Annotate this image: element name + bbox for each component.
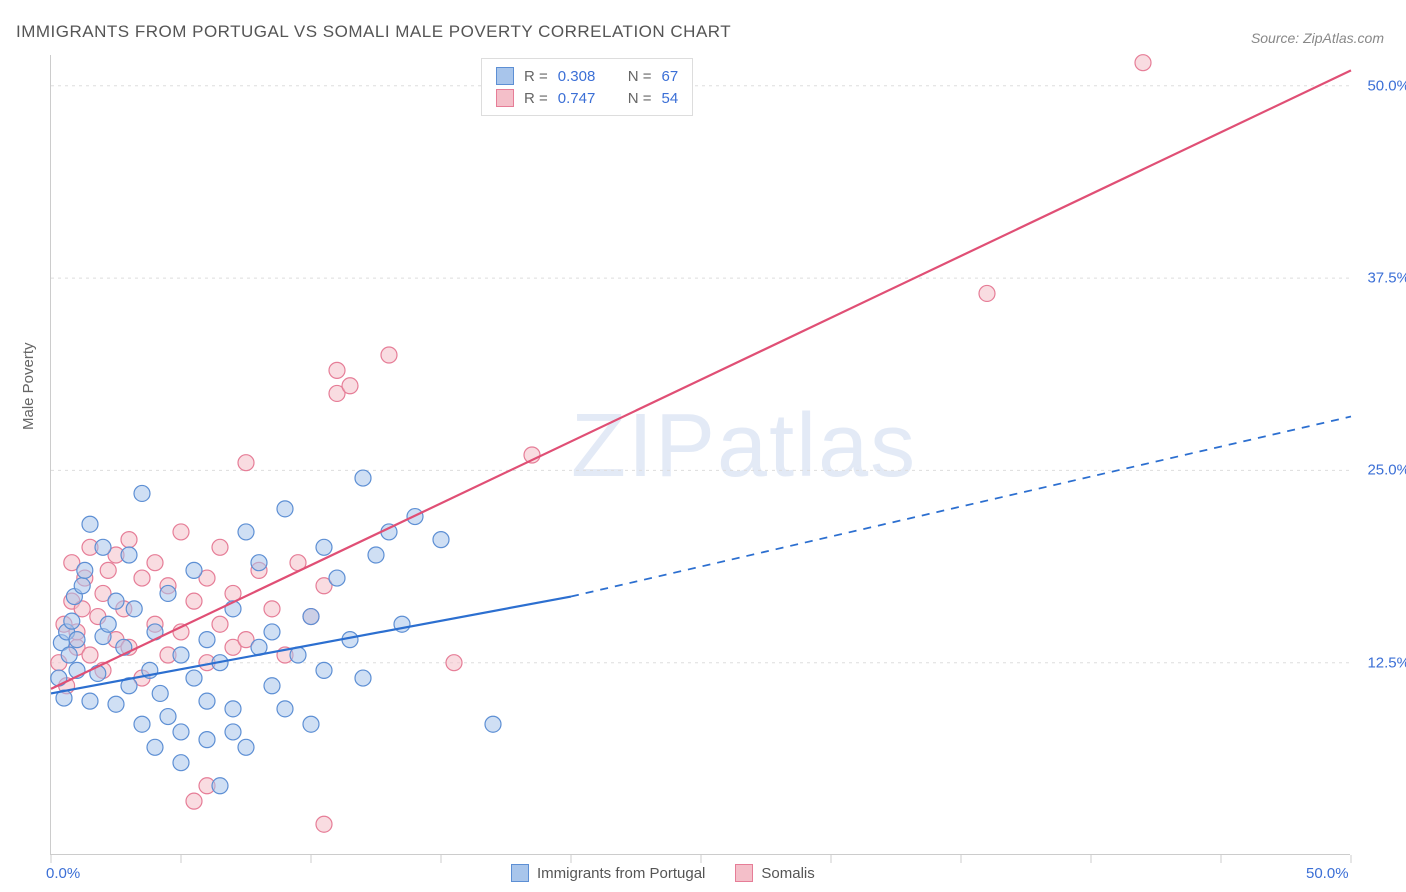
chart-area: ZIPatlas R = 0.308 N = 67 R = 0.747 N = … — [50, 55, 1350, 855]
swatch-series-0 — [496, 67, 514, 85]
legend-stats-row-1: R = 0.747 N = 54 — [496, 87, 678, 109]
r-value-1: 0.747 — [558, 90, 608, 107]
n-label: N = — [628, 68, 652, 85]
legend-item-1: Somalis — [735, 864, 814, 882]
y-tick-label: 25.0% — [1367, 462, 1406, 479]
legend-label-0: Immigrants from Portugal — [537, 865, 705, 882]
n-value-1: 54 — [662, 90, 679, 107]
legend-label-1: Somalis — [761, 865, 814, 882]
n-label: N = — [628, 90, 652, 107]
legend-stats-row-0: R = 0.308 N = 67 — [496, 65, 678, 87]
scatter-plot-svg — [51, 55, 1350, 854]
x-tick-label: 0.0% — [46, 865, 80, 882]
x-tick-label: 50.0% — [1306, 865, 1349, 882]
swatch-series-1 — [496, 89, 514, 107]
y-tick-label: 12.5% — [1367, 654, 1406, 671]
swatch-series-1 — [735, 864, 753, 882]
y-tick-label: 37.5% — [1367, 270, 1406, 287]
y-tick-label: 50.0% — [1367, 77, 1406, 94]
r-label: R = — [524, 90, 548, 107]
y-axis-label: Male Poverty — [20, 342, 37, 430]
legend-series: Immigrants from Portugal Somalis — [511, 864, 815, 882]
chart-title: IMMIGRANTS FROM PORTUGAL VS SOMALI MALE … — [16, 22, 731, 42]
legend-stats: R = 0.308 N = 67 R = 0.747 N = 54 — [481, 58, 693, 116]
r-label: R = — [524, 68, 548, 85]
r-value-0: 0.308 — [558, 68, 608, 85]
n-value-0: 67 — [662, 68, 679, 85]
source-attribution: Source: ZipAtlas.com — [1251, 30, 1384, 46]
swatch-series-0 — [511, 864, 529, 882]
legend-item-0: Immigrants from Portugal — [511, 864, 705, 882]
